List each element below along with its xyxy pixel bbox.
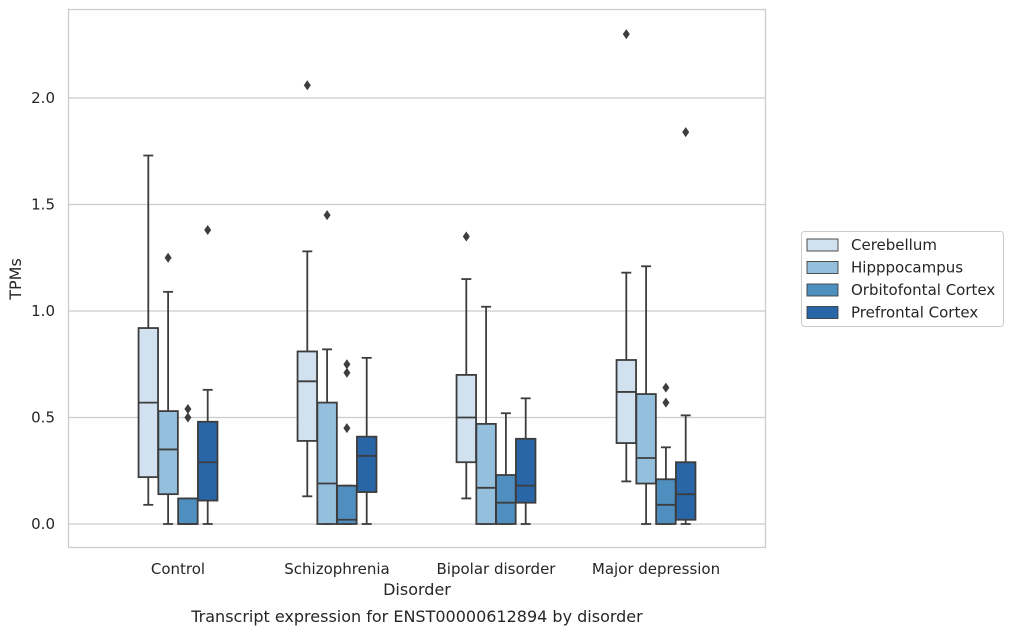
box-2-3	[655, 446, 677, 525]
legend-frame	[801, 231, 1004, 327]
outlier-point	[662, 397, 670, 408]
y-tick-label: 2.0	[31, 89, 55, 107]
box-body	[177, 497, 199, 525]
box-body	[635, 393, 657, 485]
x-tick-label: Schizophrenia	[284, 560, 389, 578]
box-body	[615, 359, 637, 444]
y-tick-label: 1.5	[31, 196, 55, 214]
legend-swatch	[806, 306, 839, 319]
box-3-3	[675, 414, 697, 525]
x-tick-label: Bipolar disorder	[437, 560, 557, 578]
box-0-0	[137, 154, 159, 506]
legend-swatch	[806, 283, 839, 297]
legend-label: Hipppocampus	[851, 259, 963, 277]
box-1-2	[475, 305, 497, 525]
outlier-point	[662, 382, 670, 393]
box-body	[515, 437, 537, 504]
plot-frame	[67, 8, 767, 549]
legend-label: Prefrontal Cortex	[851, 304, 978, 322]
box-body	[475, 422, 497, 525]
x-tick-labels: Control Schizophrenia Bipolar disorder Majo…	[151, 560, 720, 578]
box-groups	[137, 154, 697, 525]
legend-swatch	[806, 238, 839, 252]
box-body	[655, 478, 677, 525]
outlier-point	[343, 359, 351, 370]
outlier-point	[343, 423, 351, 434]
box-body	[675, 461, 697, 521]
outlier-point	[184, 412, 192, 423]
box-3-2	[515, 397, 537, 525]
y-axis-label: TPMs	[6, 258, 25, 301]
box-body	[336, 484, 358, 525]
box-body	[197, 420, 219, 502]
x-tick-label: Control	[151, 560, 205, 578]
x-axis-label: Disorder	[383, 580, 451, 599]
outlier-point	[622, 29, 630, 40]
outlier-point	[682, 127, 690, 138]
legend-swatch	[806, 261, 839, 274]
outlier-point	[323, 210, 331, 221]
y-tick-label: 0.5	[31, 409, 55, 427]
outlier-point	[343, 367, 351, 378]
box-1-0	[157, 290, 179, 525]
box-body	[495, 474, 517, 525]
legend-label: Orbitofontal Cortex	[851, 281, 995, 299]
box-body	[316, 401, 338, 525]
box-0-3	[615, 271, 637, 483]
box-0-2	[455, 278, 477, 500]
outlier-point	[462, 231, 470, 242]
box-2-0	[177, 497, 199, 525]
box-2-1	[336, 484, 358, 525]
outlier-points	[164, 29, 690, 434]
box-3-0	[197, 388, 219, 525]
y-tick-labels: 0.0 0.5 1.0 1.5 2.0	[31, 89, 55, 533]
x-tick-label: Major depression	[592, 560, 720, 578]
outlier-point	[204, 225, 212, 236]
chart-caption: Transcript expression for ENST0000061289…	[190, 607, 643, 626]
legend-label: Cerebellum	[851, 236, 937, 254]
box-3-1	[356, 356, 378, 525]
outlier-point	[184, 403, 192, 414]
legend: Cerebellum Hipppocampus Orbitofontal Corte…	[801, 231, 1004, 327]
box-body	[356, 435, 378, 493]
box-1-3	[635, 265, 657, 525]
box-2-2	[495, 412, 517, 525]
y-tick-label: 1.0	[31, 302, 55, 320]
box-0-1	[296, 250, 318, 498]
box-body	[157, 410, 179, 496]
box-body	[296, 350, 318, 442]
outlier-point	[164, 252, 172, 263]
box-1-1	[316, 348, 338, 525]
outlier-point	[303, 80, 311, 91]
y-tick-label: 0.0	[31, 515, 55, 533]
box-body	[455, 373, 477, 464]
